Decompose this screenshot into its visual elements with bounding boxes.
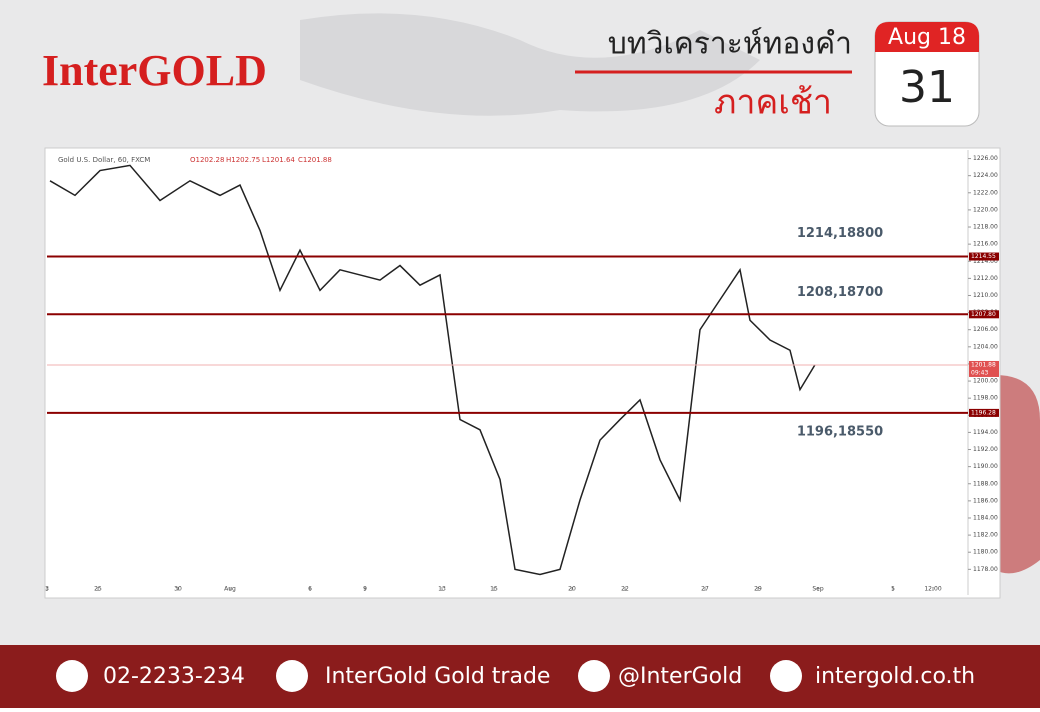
facebook-icon bbox=[276, 660, 308, 692]
phone: 02-2233-234 bbox=[103, 664, 245, 689]
last-price-label: 1201.88 bbox=[971, 361, 996, 368]
line-id: @InterGold bbox=[618, 664, 742, 689]
y-tick-label: 1186.00 bbox=[973, 497, 998, 504]
x-tick-label: 15 bbox=[490, 586, 498, 593]
y-tick-label: 1226.00 bbox=[973, 155, 998, 162]
title: บทวิเคราะห์ทองคำ bbox=[608, 27, 852, 62]
level-label: 1207.80 bbox=[971, 311, 996, 318]
last-price-tag bbox=[969, 360, 999, 377]
x-tick-label: 29 bbox=[754, 586, 762, 593]
y-tick-label: 1180.00 bbox=[973, 549, 998, 556]
x-tick-label: 5 bbox=[891, 586, 895, 593]
ohlc-value: O1202.28 bbox=[190, 156, 224, 164]
y-tick-label: 1188.00 bbox=[973, 480, 998, 487]
line-icon bbox=[578, 660, 610, 692]
countdown: 09:43 bbox=[971, 369, 988, 376]
footer bbox=[0, 645, 1040, 708]
y-tick-label: 1192.00 bbox=[973, 446, 998, 453]
ohlc-value: L1201.64 bbox=[262, 156, 295, 164]
calendar-top bbox=[875, 22, 979, 52]
phone-icon bbox=[56, 660, 88, 692]
x-tick-label: 20 bbox=[568, 586, 576, 593]
y-tick-label: 1198.00 bbox=[973, 395, 998, 402]
y-tick-label: 1178.00 bbox=[973, 566, 998, 573]
y-tick-label: 1222.00 bbox=[973, 189, 998, 196]
y-tick-label: 1214.00 bbox=[973, 258, 998, 265]
x-tick-label: 12:00 bbox=[924, 586, 941, 593]
level-tag bbox=[969, 252, 999, 261]
x-tick-label: 25 bbox=[94, 586, 102, 593]
x-tick-label: Sep bbox=[812, 586, 824, 593]
y-tick-label: 1190.00 bbox=[973, 463, 998, 470]
x-tick-label: Aug bbox=[224, 586, 236, 593]
ohlc-value: C1201.88 bbox=[298, 156, 332, 164]
subtitle: ภาคเช้า bbox=[714, 83, 832, 123]
website: intergold.co.th bbox=[815, 664, 975, 689]
ohlc: O1202.28 H1202.75 L1201.64 C1201.88 bbox=[190, 156, 332, 164]
calendar-month: Aug 18 bbox=[888, 25, 966, 50]
price-line bbox=[49, 164, 816, 576]
y-tick-label: 1220.00 bbox=[973, 206, 998, 213]
y-tick-label: 1184.00 bbox=[973, 514, 998, 521]
level-annotation: 1208,18700 bbox=[797, 285, 883, 300]
level-label: 1196.28 bbox=[971, 409, 996, 416]
y-tick-label: 1204.00 bbox=[973, 343, 998, 350]
web-icon bbox=[770, 660, 802, 692]
x-tick-label: 6 bbox=[308, 586, 312, 593]
map-shape bbox=[300, 13, 760, 116]
x-tick-label: 22 bbox=[621, 586, 629, 593]
level-tag bbox=[969, 310, 999, 319]
level-annotation: 1214,18800 bbox=[797, 226, 883, 241]
level-tag bbox=[969, 408, 999, 417]
brand: InterGOLD bbox=[42, 46, 267, 95]
x-tick-label: 9 bbox=[363, 586, 367, 593]
chart-frame bbox=[44, 147, 1001, 599]
y-tick-label: 1224.00 bbox=[973, 172, 998, 179]
x-tick-label: 13 bbox=[438, 586, 446, 593]
y-tick-label: 1206.00 bbox=[973, 326, 998, 333]
x-tick-label: 27 bbox=[701, 586, 709, 593]
x-tick-label: 30 bbox=[174, 586, 182, 593]
facebook: InterGold Gold trade bbox=[325, 664, 550, 689]
chart-title: Gold U.S. Dollar, 60, FXCM bbox=[58, 156, 150, 164]
y-tick-label: 1216.00 bbox=[973, 241, 998, 248]
plot: 1178.00 1180.00 1182.00 1184.00 1186.00 1188.… bbox=[45, 150, 999, 595]
y-tick-label: 1218.00 bbox=[973, 224, 998, 231]
y-tick-label: 1212.00 bbox=[973, 275, 998, 282]
ohlc-value: H1202.75 bbox=[226, 156, 260, 164]
level-annotation: 1196,18550 bbox=[797, 424, 883, 439]
x-tick-label: 3 bbox=[45, 586, 49, 593]
calendar-day: 31 bbox=[899, 62, 955, 113]
y-tick-label: 1182.00 bbox=[973, 532, 998, 539]
y-tick-label: 1200.00 bbox=[973, 378, 998, 385]
level-label: 1214.55 bbox=[971, 253, 996, 260]
y-tick-label: 1210.00 bbox=[973, 292, 998, 299]
y-tick-label: 1194.00 bbox=[973, 429, 998, 436]
